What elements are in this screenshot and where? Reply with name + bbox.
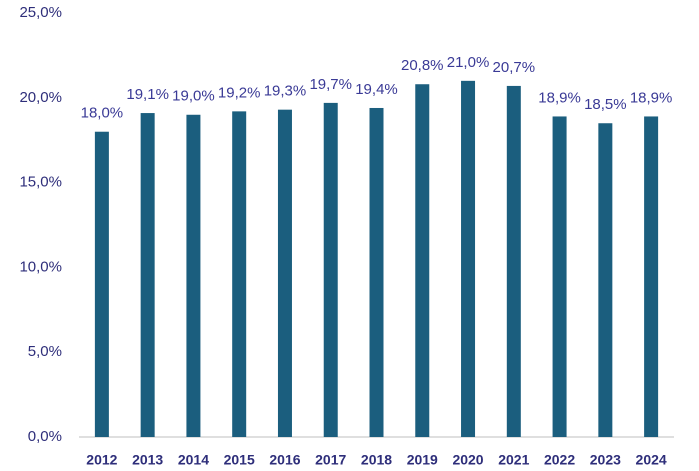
x-tick-label: 2014: [178, 452, 209, 468]
bar: [415, 84, 430, 438]
value-label: 20,8%: [401, 57, 444, 74]
value-label: 20,7%: [493, 59, 536, 76]
y-tick-label: 15,0%: [19, 174, 62, 191]
bar: [277, 109, 292, 437]
value-label: 18,9%: [538, 89, 581, 106]
bar: [644, 116, 659, 438]
x-tick-label: 2015: [224, 452, 255, 468]
value-label: 19,2%: [218, 84, 261, 101]
value-label: 18,0%: [81, 105, 124, 122]
x-tick-label: 2017: [315, 452, 346, 468]
bar: [552, 116, 567, 438]
bar: [506, 85, 521, 437]
value-label: 19,0%: [172, 88, 215, 105]
bar: [94, 131, 109, 437]
value-label: 18,9%: [630, 89, 673, 106]
y-tick-label: 20,0%: [19, 89, 62, 106]
value-label: 19,1%: [126, 86, 169, 103]
x-tick-label: 2016: [269, 452, 300, 468]
value-label: 19,3%: [264, 83, 307, 100]
x-tick-label: 2023: [590, 452, 621, 468]
bar: [232, 111, 247, 438]
bar: [323, 102, 338, 437]
bar: [461, 80, 476, 437]
x-tick-label: 2012: [86, 452, 117, 468]
x-tick-label: 2018: [361, 452, 392, 468]
bar: [598, 123, 613, 438]
bar: [369, 107, 384, 437]
y-tick-label: 0,0%: [28, 428, 62, 445]
y-tick-label: 5,0%: [28, 343, 62, 360]
value-label: 19,4%: [355, 81, 398, 98]
x-tick-label: 2019: [407, 452, 438, 468]
x-tick-label: 2013: [132, 452, 163, 468]
x-tick-label: 2020: [452, 452, 483, 468]
x-tick-label: 2024: [636, 452, 667, 468]
x-tick-label: 2021: [498, 452, 529, 468]
value-label: 21,0%: [447, 54, 490, 71]
x-tick-label: 2022: [544, 452, 575, 468]
bar: [140, 113, 155, 438]
y-tick-label: 25,0%: [19, 4, 62, 21]
bar: [186, 114, 201, 437]
value-label: 18,5%: [584, 96, 627, 113]
value-label: 19,7%: [309, 76, 352, 93]
y-tick-label: 10,0%: [19, 258, 62, 275]
